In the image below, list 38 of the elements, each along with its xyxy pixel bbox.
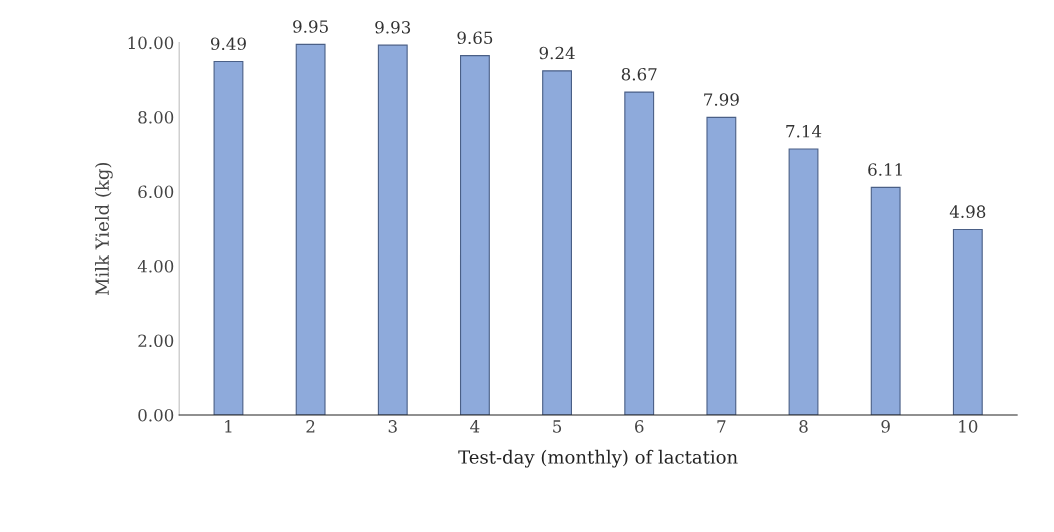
x-axis-title: Test-day (monthly) of lactation xyxy=(458,449,738,468)
bar xyxy=(870,186,901,415)
x-tick-label: 8 xyxy=(799,420,808,433)
data-label: 7.14 xyxy=(786,124,822,138)
data-label: 7.99 xyxy=(704,93,739,106)
data-label: 9.24 xyxy=(539,46,575,60)
x-tick-label: 10 xyxy=(959,420,978,433)
bar xyxy=(459,55,490,415)
data-label: 9.65 xyxy=(457,31,493,45)
data-label: 9.93 xyxy=(375,21,411,34)
bar xyxy=(706,116,737,415)
data-label: 9.49 xyxy=(210,37,246,50)
bar xyxy=(377,44,408,415)
x-tick-label: 9 xyxy=(881,420,890,433)
data-label: 4.98 xyxy=(949,205,986,218)
y-tick-label: 2.00 xyxy=(138,334,174,348)
y-tick-label: 6.00 xyxy=(138,185,174,199)
bar xyxy=(213,60,244,415)
bar xyxy=(624,91,655,415)
data-label: 6.11 xyxy=(868,163,902,176)
x-tick-label: 2 xyxy=(306,420,315,433)
y-tick-label: 8.00 xyxy=(138,111,174,124)
x-tick-label: 4 xyxy=(470,420,480,433)
y-axis-title: Milk Yield (kg) xyxy=(94,162,113,296)
x-tick-label: 5 xyxy=(553,420,562,433)
y-tick-label: 0.00 xyxy=(138,408,174,422)
bar xyxy=(295,43,326,415)
y-tick-label: 4.00 xyxy=(137,259,174,273)
x-tick-label: 1 xyxy=(225,420,232,433)
data-label: 8.67 xyxy=(621,67,657,81)
y-tick-label: 10.00 xyxy=(128,36,174,50)
bar xyxy=(788,148,819,415)
x-tick-label: 3 xyxy=(388,420,397,433)
data-label: 9.95 xyxy=(293,20,328,33)
x-tick-label: 6 xyxy=(635,420,644,433)
x-tick-label: 7 xyxy=(717,420,726,433)
bar xyxy=(952,228,983,415)
bar xyxy=(542,70,573,415)
